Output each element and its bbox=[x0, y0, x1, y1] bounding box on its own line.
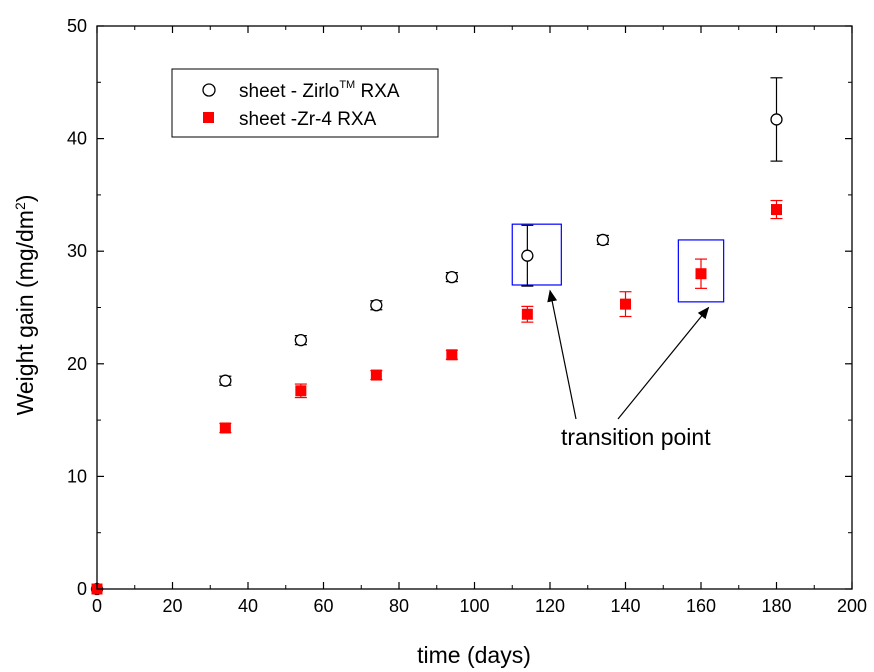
y-axis-title-sup: 2 bbox=[12, 202, 28, 210]
x-tick-label: 80 bbox=[389, 596, 409, 616]
data-point bbox=[521, 308, 533, 320]
transition-box bbox=[677, 239, 725, 303]
data-point bbox=[620, 298, 631, 310]
data-point bbox=[370, 369, 382, 381]
series-zirlo bbox=[90, 77, 783, 596]
x-tick-label: 100 bbox=[459, 596, 489, 616]
data-point bbox=[446, 349, 458, 361]
y-tick-label: 20 bbox=[67, 354, 87, 374]
data-point bbox=[370, 299, 383, 312]
legend-label-zirlo-suffix: RXA bbox=[355, 81, 400, 102]
y-tick-label: 30 bbox=[67, 241, 87, 261]
y-tick-label: 50 bbox=[67, 16, 87, 36]
x-tick-label: 180 bbox=[761, 596, 791, 616]
y-tick-label: 40 bbox=[67, 129, 87, 149]
x-tick-label: 160 bbox=[686, 596, 716, 616]
data-point bbox=[445, 270, 459, 284]
x-tick-label: 200 bbox=[837, 596, 867, 616]
annotation-label: transition point bbox=[561, 424, 711, 450]
y-tick-label: 10 bbox=[67, 466, 87, 486]
transition-box bbox=[511, 223, 562, 286]
legend-marker-zr4 bbox=[203, 112, 214, 123]
x-tick-label: 60 bbox=[313, 596, 333, 616]
legend-label-zirlo-sup: TM bbox=[339, 79, 355, 91]
data-point bbox=[596, 233, 609, 247]
data-point bbox=[294, 334, 308, 347]
x-tick-label: 40 bbox=[238, 596, 258, 616]
data-point bbox=[295, 385, 307, 397]
annotation-arrow-1 bbox=[547, 289, 577, 420]
legend-label-zirlo-main: sheet - Zirlo bbox=[239, 81, 339, 102]
y-axis-title-main: Weight gain (mg/dm bbox=[12, 210, 38, 415]
y-tick-label: 0 bbox=[77, 579, 87, 599]
legend: sheet - ZirloTM RXA sheet -Zr-4 RXA bbox=[171, 68, 439, 138]
x-axis-title: time (days) bbox=[417, 642, 531, 668]
data-point bbox=[770, 113, 783, 126]
legend-label-zr4: sheet -Zr-4 RXA bbox=[239, 109, 377, 130]
legend-marker-zirlo bbox=[202, 83, 216, 97]
legend-label-zirlo: sheet - ZirloTM RXA bbox=[239, 79, 400, 102]
x-tick-label: 140 bbox=[610, 596, 640, 616]
x-tick-label: 20 bbox=[162, 596, 182, 616]
y-axis-title: Weight gain (mg/dm2) bbox=[12, 195, 38, 416]
data-point bbox=[219, 374, 232, 387]
data-point bbox=[521, 249, 534, 262]
y-axis-title-close: ) bbox=[12, 195, 38, 203]
x-tick-label: 120 bbox=[535, 596, 565, 616]
data-point bbox=[771, 204, 782, 216]
x-tick-label: 0 bbox=[92, 596, 102, 616]
data-point bbox=[695, 268, 707, 280]
annotation-arrow-2 bbox=[617, 306, 710, 420]
data-point bbox=[219, 422, 231, 434]
legend-frame bbox=[171, 68, 439, 138]
